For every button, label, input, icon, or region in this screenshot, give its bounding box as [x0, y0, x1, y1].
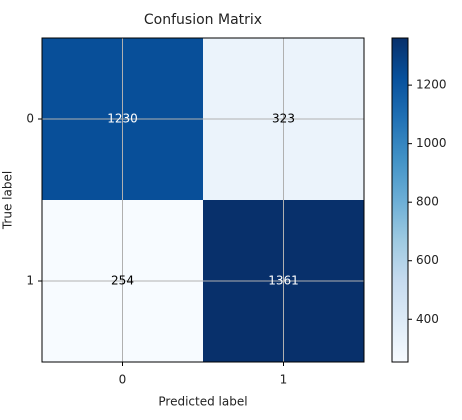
x-axis-label: Predicted label [158, 395, 247, 409]
x-tick-label: 1 [280, 373, 288, 387]
colorbar-tick-label: 800 [416, 195, 439, 209]
chart-title: Confusion Matrix [144, 12, 262, 28]
cell-label: 254 [111, 274, 134, 288]
y-tick-label: 0 [26, 112, 34, 126]
colorbar-tick-label: 400 [416, 312, 439, 326]
x-tick-label: 0 [119, 373, 127, 387]
plot-frame [41, 37, 365, 363]
colorbar [391, 37, 409, 363]
colorbar-tick-label: 1200 [416, 78, 447, 92]
cell-label: 1230 [107, 112, 138, 126]
colorbar-tick-label: 600 [416, 253, 439, 267]
y-tick-label: 1 [26, 274, 34, 288]
cell-label: 323 [272, 112, 295, 126]
colorbar-tick-label: 1000 [416, 136, 447, 150]
cell-label: 1361 [268, 274, 299, 288]
y-axis-label: True label [1, 171, 15, 230]
